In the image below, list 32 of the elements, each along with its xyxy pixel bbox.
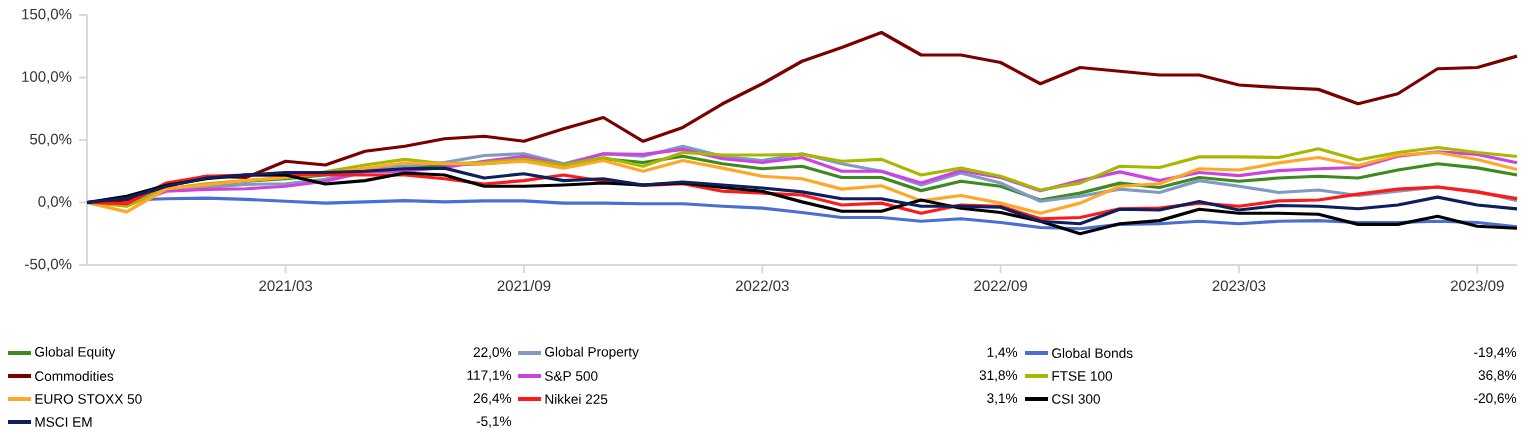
legend-label: Global Bonds xyxy=(1052,348,1133,358)
legend-label: Global Equity xyxy=(35,346,116,360)
x-tick-label: 2022/09 xyxy=(974,280,1027,292)
text: 3,1% xyxy=(987,393,1018,405)
legend-label: S&P 500 xyxy=(545,371,598,381)
text: -5,1% xyxy=(476,416,512,428)
x-tick-label: 2022/03 xyxy=(735,280,789,292)
text: -20,6% xyxy=(1474,393,1517,405)
x-tick-label: 2021/03 xyxy=(259,280,313,292)
legend-label: EURO STOXX 50 xyxy=(35,394,142,404)
text: 1,4% xyxy=(987,347,1018,359)
legend-label: CSI 300 xyxy=(1052,394,1100,404)
line-series xyxy=(85,166,1519,226)
x-tick-label: 2023/03 xyxy=(1212,280,1266,292)
legend-label: Global Property xyxy=(545,346,639,360)
y-tick-label: 150,0% xyxy=(22,8,72,22)
text: 26,4% xyxy=(473,393,512,405)
legend-label: Commodities xyxy=(35,371,114,381)
legend-label: MSCI EM xyxy=(35,417,92,427)
text: 31,8% xyxy=(979,370,1018,382)
text: 36,8% xyxy=(1478,370,1517,382)
y-tick-label: 0,0% xyxy=(38,196,72,209)
legend-label: Nikkei 225 xyxy=(545,394,608,404)
x-tick-label: 2021/09 xyxy=(497,280,551,292)
y-tick-label: 100,0% xyxy=(22,71,72,84)
text: 22,0% xyxy=(473,347,512,359)
y-tick-label: -50,0% xyxy=(25,258,72,272)
text: 117,1% xyxy=(467,370,512,382)
text: -19,4% xyxy=(1474,347,1517,359)
x-tick-label: 2023/09 xyxy=(1450,280,1504,292)
legend-label: FTSE 100 xyxy=(1052,371,1113,381)
y-tick-label: 50,0% xyxy=(30,133,72,147)
